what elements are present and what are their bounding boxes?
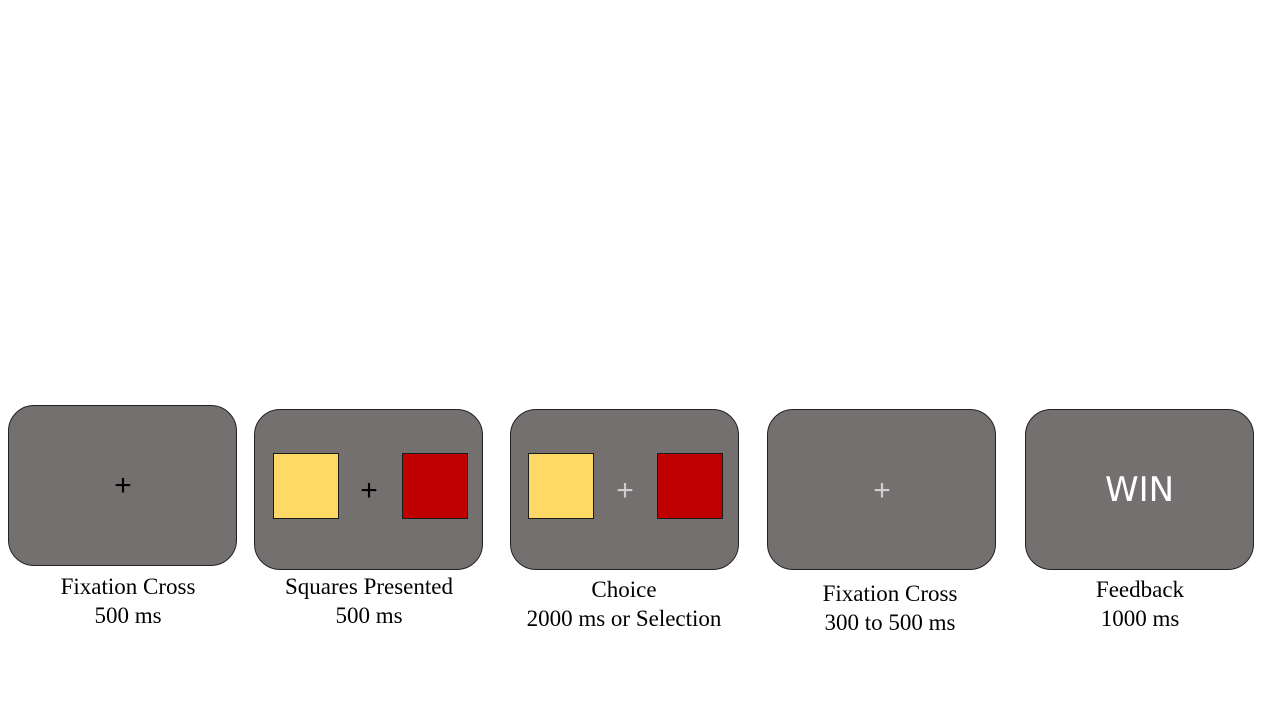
stage-3-caption: Choice 2000 ms or Selection (494, 575, 754, 633)
stage-4-caption-title: Fixation Cross (822, 581, 958, 606)
fixation-cross-icon: + (114, 469, 132, 502)
yellow-square (273, 453, 339, 519)
stage-3-caption-duration: 2000 ms or Selection (526, 606, 722, 631)
stage-3-screen: + (510, 409, 739, 570)
stage-4-caption-duration: 300 to 500 ms (824, 610, 956, 635)
feedback-word: WIN (1104, 470, 1175, 510)
stage-5-caption: Feedback 1000 ms (1010, 575, 1270, 633)
fixation-cross-icon: + (873, 474, 891, 507)
stage-1-caption: Fixation Cross 500 ms (0, 572, 258, 630)
red-square (657, 453, 723, 519)
stage-5-caption-duration: 1000 ms (1100, 606, 1180, 631)
yellow-square (528, 453, 594, 519)
stage-2-screen: + (254, 409, 483, 570)
fixation-cross-icon: + (360, 474, 378, 507)
stage-4-screen: + (767, 409, 996, 570)
stage-4-caption: Fixation Cross 300 to 500 ms (760, 579, 1020, 637)
stage-5-caption-title: Feedback (1095, 577, 1185, 602)
stage-1-caption-title: Fixation Cross (60, 574, 196, 599)
stage-5-screen: WIN (1025, 409, 1254, 570)
stage-2-caption-title: Squares Presented (285, 574, 453, 599)
stage-1-caption-duration: 500 ms (94, 603, 162, 628)
stage-2-caption: Squares Presented 500 ms (239, 572, 499, 630)
stage-2-caption-duration: 500 ms (335, 603, 403, 628)
stage-3-caption-title: Choice (591, 577, 657, 602)
stage-1-screen: + (8, 405, 237, 566)
red-square (402, 453, 468, 519)
fixation-cross-icon: + (616, 474, 634, 507)
